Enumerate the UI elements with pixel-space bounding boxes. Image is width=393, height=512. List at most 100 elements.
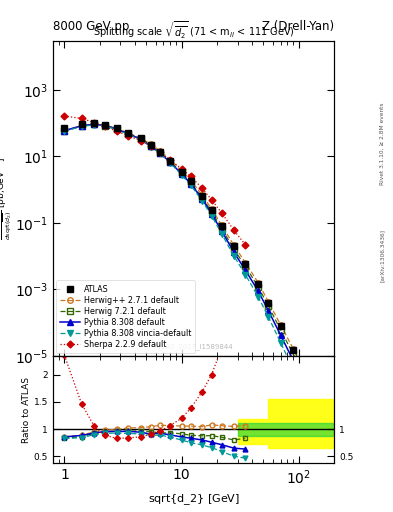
Pythia 8.308 vincia-default: [168, 160, 173, 166]
Herwig++ 2.7.1 default: [114, 125, 119, 132]
Pythia 8.308 default: [92, 121, 97, 127]
Pythia 8.308 vincia-default: [79, 123, 84, 130]
Pythia 8.308 default: [266, 308, 271, 314]
Pythia 8.308 default: [126, 131, 130, 137]
Pythia 8.308 vincia-default: [92, 122, 97, 128]
Text: Rivet 3.1.10, ≥ 2.8M events: Rivet 3.1.10, ≥ 2.8M events: [380, 102, 384, 185]
Herwig++ 2.7.1 default: [243, 260, 248, 266]
Sherpa 2.2.9 default: [92, 119, 97, 125]
Text: ATLAS_2017_I1589844: ATLAS_2017_I1589844: [154, 343, 233, 350]
Herwig 7.2.1 default: [179, 170, 184, 176]
Herwig++ 2.7.1 default: [149, 141, 154, 147]
Herwig 7.2.1 default: [79, 123, 84, 129]
Sherpa 2.2.9 default: [189, 174, 193, 180]
Sherpa 2.2.9 default: [102, 123, 107, 130]
Herwig 7.2.1 default: [306, 381, 310, 387]
Herwig++ 2.7.1 default: [231, 242, 236, 248]
Herwig 7.2.1 default: [209, 208, 214, 215]
Pythia 8.308 vincia-default: [243, 271, 248, 278]
Text: 8000 GeV pp: 8000 GeV pp: [53, 20, 129, 33]
Herwig 7.2.1 default: [126, 131, 130, 137]
Pythia 8.308 default: [189, 181, 193, 187]
Pythia 8.308 default: [168, 159, 173, 165]
Herwig++ 2.7.1 default: [62, 127, 67, 134]
Line: Herwig 7.2.1 default: Herwig 7.2.1 default: [62, 122, 311, 387]
Herwig++ 2.7.1 default: [157, 147, 162, 154]
Pythia 8.308 vincia-default: [139, 137, 143, 143]
Sherpa 2.2.9 default: [179, 166, 184, 172]
Text: [arXiv:1306.3436]: [arXiv:1306.3436]: [380, 229, 384, 283]
Herwig 7.2.1 default: [278, 327, 283, 333]
Herwig 7.2.1 default: [157, 150, 162, 156]
ATLAS: [157, 148, 162, 155]
Herwig++ 2.7.1 default: [168, 157, 173, 163]
Pythia 8.308 default: [114, 126, 119, 132]
Herwig++ 2.7.1 default: [179, 168, 184, 174]
Herwig++ 2.7.1 default: [291, 346, 296, 352]
Herwig 7.2.1 default: [189, 180, 193, 186]
Sherpa 2.2.9 default: [126, 133, 130, 139]
Herwig++ 2.7.1 default: [256, 280, 261, 286]
Herwig++ 2.7.1 default: [219, 222, 224, 228]
Pythia 8.308 default: [291, 358, 296, 364]
Line: Sherpa 2.2.9 default: Sherpa 2.2.9 default: [62, 114, 248, 247]
Pythia 8.308 default: [62, 127, 67, 134]
Herwig 7.2.1 default: [62, 128, 67, 134]
Title: Splitting scale $\sqrt{\overline{d_2}}$ (71 < m$_{ll}$ < 111 GeV): Splitting scale $\sqrt{\overline{d_2}}$ …: [93, 20, 294, 41]
Herwig 7.2.1 default: [291, 351, 296, 357]
Pythia 8.308 default: [79, 123, 84, 129]
ATLAS: [168, 158, 173, 164]
Herwig 7.2.1 default: [200, 195, 205, 201]
Sherpa 2.2.9 default: [157, 149, 162, 155]
ATLAS: [139, 135, 143, 141]
ATLAS: [209, 207, 214, 213]
ATLAS: [200, 193, 205, 199]
Pythia 8.308 vincia-default: [149, 144, 154, 150]
ATLAS: [62, 125, 67, 132]
ATLAS: [256, 281, 261, 287]
Herwig++ 2.7.1 default: [189, 177, 193, 183]
Herwig 7.2.1 default: [243, 263, 248, 269]
ATLAS: [126, 130, 130, 136]
ATLAS: [278, 323, 283, 329]
Pythia 8.308 vincia-default: [126, 132, 130, 138]
ATLAS: [149, 142, 154, 148]
ATLAS: [291, 347, 296, 353]
Pythia 8.308 default: [149, 143, 154, 150]
ATLAS: [79, 121, 84, 127]
Sherpa 2.2.9 default: [79, 115, 84, 121]
ATLAS: [179, 168, 184, 175]
Sherpa 2.2.9 default: [243, 242, 248, 248]
Pythia 8.308 default: [231, 249, 236, 255]
Herwig++ 2.7.1 default: [278, 322, 283, 328]
Line: Herwig++ 2.7.1 default: Herwig++ 2.7.1 default: [62, 121, 311, 381]
Pythia 8.308 default: [243, 267, 248, 273]
Herwig 7.2.1 default: [256, 284, 261, 290]
Herwig 7.2.1 default: [102, 122, 107, 129]
Sherpa 2.2.9 default: [114, 128, 119, 134]
Herwig 7.2.1 default: [266, 303, 271, 309]
Herwig++ 2.7.1 default: [79, 122, 84, 129]
Pythia 8.308 vincia-default: [291, 367, 296, 373]
Pythia 8.308 vincia-default: [114, 126, 119, 133]
ATLAS: [92, 120, 97, 126]
Pythia 8.308 default: [219, 228, 224, 234]
Pythia 8.308 vincia-default: [102, 123, 107, 129]
Herwig++ 2.7.1 default: [126, 130, 130, 136]
ATLAS: [114, 125, 119, 132]
Sherpa 2.2.9 default: [209, 197, 214, 203]
Herwig 7.2.1 default: [168, 159, 173, 165]
Line: Pythia 8.308 vincia-default: Pythia 8.308 vincia-default: [62, 122, 311, 405]
Pythia 8.308 default: [278, 332, 283, 338]
Pythia 8.308 default: [139, 136, 143, 142]
Herwig++ 2.7.1 default: [102, 122, 107, 128]
Pythia 8.308 default: [200, 196, 205, 202]
ATLAS: [189, 178, 193, 184]
Herwig 7.2.1 default: [139, 136, 143, 142]
Sherpa 2.2.9 default: [149, 143, 154, 150]
Pythia 8.308 vincia-default: [231, 253, 236, 259]
Line: ATLAS: ATLAS: [61, 120, 311, 382]
ATLAS: [243, 261, 248, 267]
Pythia 8.308 vincia-default: [266, 314, 271, 320]
Pythia 8.308 default: [209, 210, 214, 217]
